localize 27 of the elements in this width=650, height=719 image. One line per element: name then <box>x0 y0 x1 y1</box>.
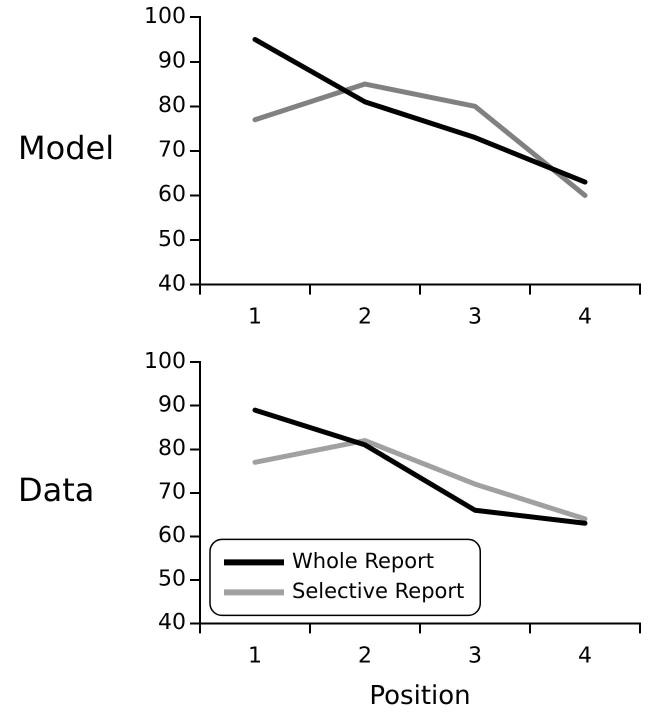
y-tick-label: 90 <box>158 392 186 418</box>
y-tick-label: 90 <box>158 48 186 74</box>
x-tick-label: 1 <box>248 304 262 330</box>
y-tick-label: 50 <box>158 226 186 252</box>
y-tick-label: 40 <box>158 610 186 636</box>
x-axis-title: Position <box>369 681 471 712</box>
x-tick-label: 4 <box>578 643 592 668</box>
y-tick-label: 60 <box>158 523 186 548</box>
y-tick-label: 50 <box>158 566 186 592</box>
x-tick-label: 4 <box>578 304 592 330</box>
legend-label: Selective Report <box>292 578 464 603</box>
y-tick-label: 40 <box>158 271 186 296</box>
y-tick-label: 80 <box>158 436 186 461</box>
y-tick-label: 70 <box>158 138 186 163</box>
y-tick-label: 80 <box>158 93 186 118</box>
y-axis-title: Model <box>18 129 114 168</box>
x-tick-label: 2 <box>358 643 372 668</box>
y-tick-label: 70 <box>158 480 186 505</box>
y-axis-title: Data <box>18 471 94 510</box>
legend-label: Whole Report <box>292 548 434 573</box>
x-tick-label: 3 <box>468 304 482 330</box>
x-tick-label: 3 <box>468 643 482 668</box>
x-tick-label: 1 <box>248 643 262 668</box>
y-tick-label: 100 <box>144 348 186 374</box>
y-tick-label: 100 <box>144 4 186 29</box>
y-tick-label: 60 <box>158 182 186 208</box>
x-tick-label: 2 <box>358 304 372 330</box>
